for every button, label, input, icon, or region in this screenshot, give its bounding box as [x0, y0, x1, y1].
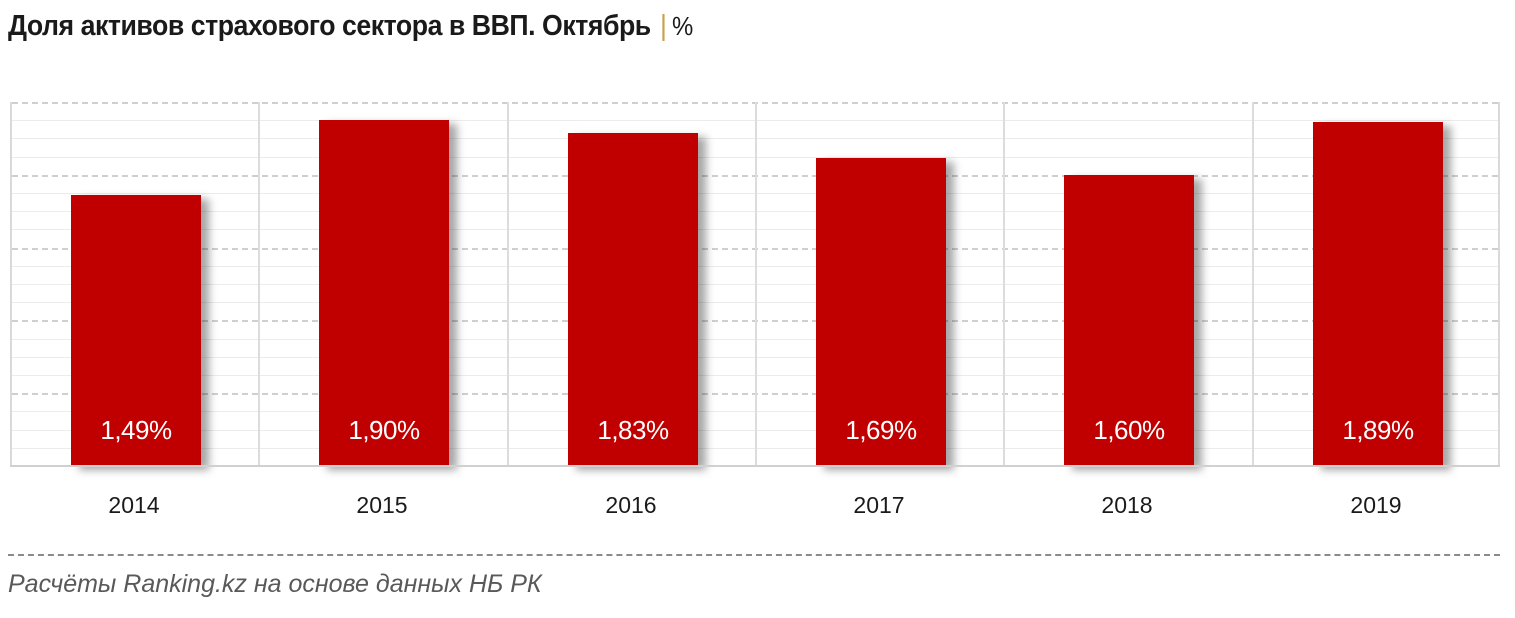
data-label: 1,60% — [1093, 415, 1165, 445]
bar-2018[interactable]: 1,60% — [1064, 175, 1194, 466]
bar-2015[interactable]: 1,90% — [319, 120, 449, 466]
chart-title: Доля активов страхового сектора в ВВП. О… — [8, 10, 693, 43]
x-tick-label: 2016 — [605, 492, 657, 518]
x-tick-label: 2015 — [356, 492, 408, 518]
data-label: 1,89% — [1342, 415, 1414, 445]
category-separator — [755, 102, 757, 466]
footer-divider — [8, 554, 1500, 556]
x-tick-label: 2019 — [1350, 492, 1402, 518]
category-separator — [1252, 102, 1254, 466]
bar-2017[interactable]: 1,69% — [816, 158, 946, 466]
plot-area: 1,49% 1,90% 1,83% 1,69% 1,60% 1,89% — [10, 102, 1500, 466]
category-separator — [258, 102, 260, 466]
x-tick-label: 2018 — [1101, 492, 1153, 518]
bar-2016[interactable]: 1,83% — [568, 133, 698, 466]
x-tick-label: 2014 — [108, 492, 160, 518]
category-separator — [1003, 102, 1005, 466]
title-unit: % — [671, 11, 693, 41]
bar-2019[interactable]: 1,89% — [1313, 122, 1443, 466]
chart-title-text: Доля активов страхового сектора в ВВП. О… — [8, 10, 651, 42]
data-label: 1,49% — [100, 415, 172, 445]
x-tick-label: 2017 — [853, 492, 905, 518]
source-note: Расчёты Ranking.kz на основе данных НБ Р… — [8, 570, 542, 598]
title-separator: | — [659, 10, 667, 42]
category-separator — [507, 102, 509, 466]
data-label: 1,69% — [845, 415, 917, 445]
bar-2014[interactable]: 1,49% — [71, 195, 201, 466]
data-label: 1,90% — [348, 415, 420, 445]
data-label: 1,83% — [597, 415, 669, 445]
x-axis-baseline — [10, 465, 1500, 467]
